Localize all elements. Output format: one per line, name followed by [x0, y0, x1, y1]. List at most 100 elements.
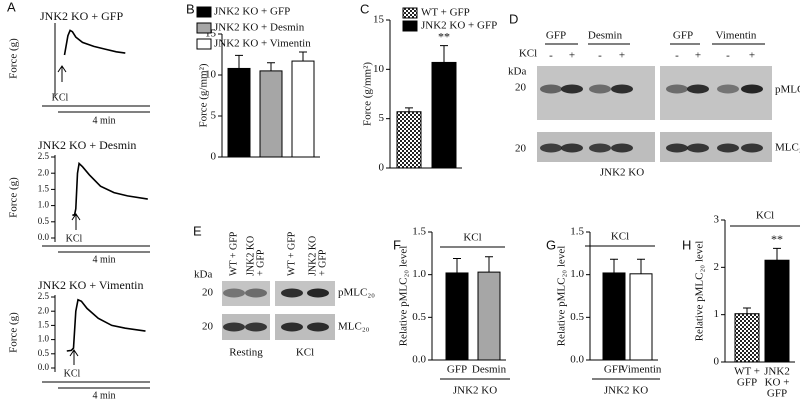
x-tick-label: GFP: [447, 364, 467, 376]
lane-label: WT + GFP: [286, 231, 297, 276]
x-tick-label: KO +: [765, 377, 790, 389]
y-tick-label: 3: [714, 214, 720, 226]
blot-band: [611, 84, 633, 94]
band-label: pMLC₂₀: [775, 84, 800, 96]
legend-label: WT + GFP: [421, 7, 470, 19]
y-tick-label: 15: [373, 14, 385, 26]
x-tick-label: GFP: [604, 364, 624, 376]
y-tick-label: 5: [379, 112, 385, 124]
lane-label: + GFP: [317, 249, 328, 276]
group-label: JNK2 KO: [604, 385, 648, 397]
bar: [445, 272, 469, 361]
blot-band: [307, 322, 329, 332]
error-bar: [773, 247, 781, 261]
group-label: KCl: [296, 347, 314, 359]
units-label: kDa: [508, 66, 526, 78]
blot-band: [245, 322, 267, 332]
significance: **: [438, 29, 450, 43]
panel-label: D: [509, 11, 518, 26]
legend-label: JNK2 KO + GFP: [421, 20, 497, 32]
blot-column-label: GFP: [546, 30, 566, 42]
stimulus-label: KCl: [52, 92, 69, 103]
error-bar: [235, 54, 243, 69]
error-bar: [485, 256, 493, 273]
lane-label: JNK2 KO: [245, 236, 256, 276]
blot-band: [223, 288, 245, 298]
y-tick-label: 1.0: [412, 268, 426, 280]
arrow-head: [71, 213, 81, 221]
y-axis-label: Force (g): [8, 312, 20, 353]
y-axis-label: Force (g/mm²): [362, 62, 374, 126]
y-tick-label: 0.0: [38, 362, 50, 372]
panel-label: G: [546, 237, 556, 252]
y-tick-label: 2.0: [38, 305, 50, 315]
bar: [259, 70, 283, 158]
band-label: MLC₂₀: [775, 142, 800, 154]
y-tick-label: 1.5: [38, 183, 50, 193]
y-tick-label: 0.0: [412, 354, 426, 366]
blot-band: [687, 84, 709, 94]
arrow-head: [69, 349, 79, 357]
marker-label: 20: [202, 287, 214, 299]
error-bar: [440, 45, 448, 63]
blot-band: [717, 84, 739, 94]
panel-label: H: [682, 237, 691, 252]
bar: [477, 271, 501, 361]
lane-label: -: [549, 50, 553, 62]
x-tick-label: Vimentin: [621, 364, 662, 376]
band-label: MLC₂₀: [338, 321, 370, 333]
force-trace: [72, 161, 148, 217]
y-tick-label: 1.5: [570, 226, 584, 238]
blot-band: [611, 143, 633, 153]
group-label: JNK2 KO: [453, 385, 497, 397]
legend-swatch: [196, 22, 212, 34]
y-tick-label: 0: [211, 151, 217, 163]
bar: [227, 67, 251, 158]
blot-band: [561, 143, 583, 153]
y-tick-label: 1.0: [38, 200, 50, 210]
y-tick-label: 2.5: [38, 291, 50, 301]
lane-label: +: [619, 50, 625, 62]
legend-swatch: [196, 38, 212, 50]
stimulus-label: KCl: [66, 233, 83, 244]
y-axis-label: Force (g): [8, 38, 20, 79]
x-tick-label: GFP: [737, 377, 757, 389]
error-bar: [267, 62, 275, 71]
stimulus-label: KCl: [64, 368, 81, 379]
scale-bar-label: 4 min: [92, 390, 115, 401]
blot-band: [589, 143, 611, 153]
bar: [602, 272, 626, 361]
error-bar: [405, 107, 413, 112]
legend-swatch: [402, 7, 418, 19]
blot-band: [540, 84, 562, 94]
lane-label: -: [675, 50, 679, 62]
blot-band: [281, 288, 303, 298]
y-tick-label: 10: [205, 69, 217, 81]
trace-title: JNK2 KO + Desmin: [38, 138, 136, 152]
force-trace: [66, 298, 146, 352]
band-label: pMLC₂₀: [338, 287, 375, 299]
marker-label: 20: [515, 82, 527, 94]
blot-band: [245, 288, 267, 298]
y-axis-label: Relative pMLC₂₀ level: [398, 246, 410, 347]
y-tick-label: 0: [379, 162, 385, 174]
blot-band: [307, 288, 329, 298]
bar: [629, 273, 653, 361]
legend-label: JNK2 KO + Desmin: [214, 22, 305, 34]
lane-label: -: [598, 50, 602, 62]
y-axis-label: Force (g/mm²): [198, 63, 210, 127]
y-tick-label: 1.0: [38, 334, 50, 344]
y-tick-label: 1.5: [412, 226, 426, 238]
bar: [764, 259, 790, 363]
x-tick-label: JNK2: [764, 366, 790, 378]
condition-label: KCl: [756, 210, 774, 222]
lane-label: -: [726, 50, 730, 62]
arrow-head: [57, 65, 67, 73]
legend-label: JNK2 KO + Vimentin: [214, 38, 311, 50]
blot-band: [666, 143, 688, 153]
blot-column-label: Desmin: [588, 30, 623, 42]
y-tick-label: 0.5: [38, 348, 50, 358]
y-tick-label: 5: [211, 110, 217, 122]
